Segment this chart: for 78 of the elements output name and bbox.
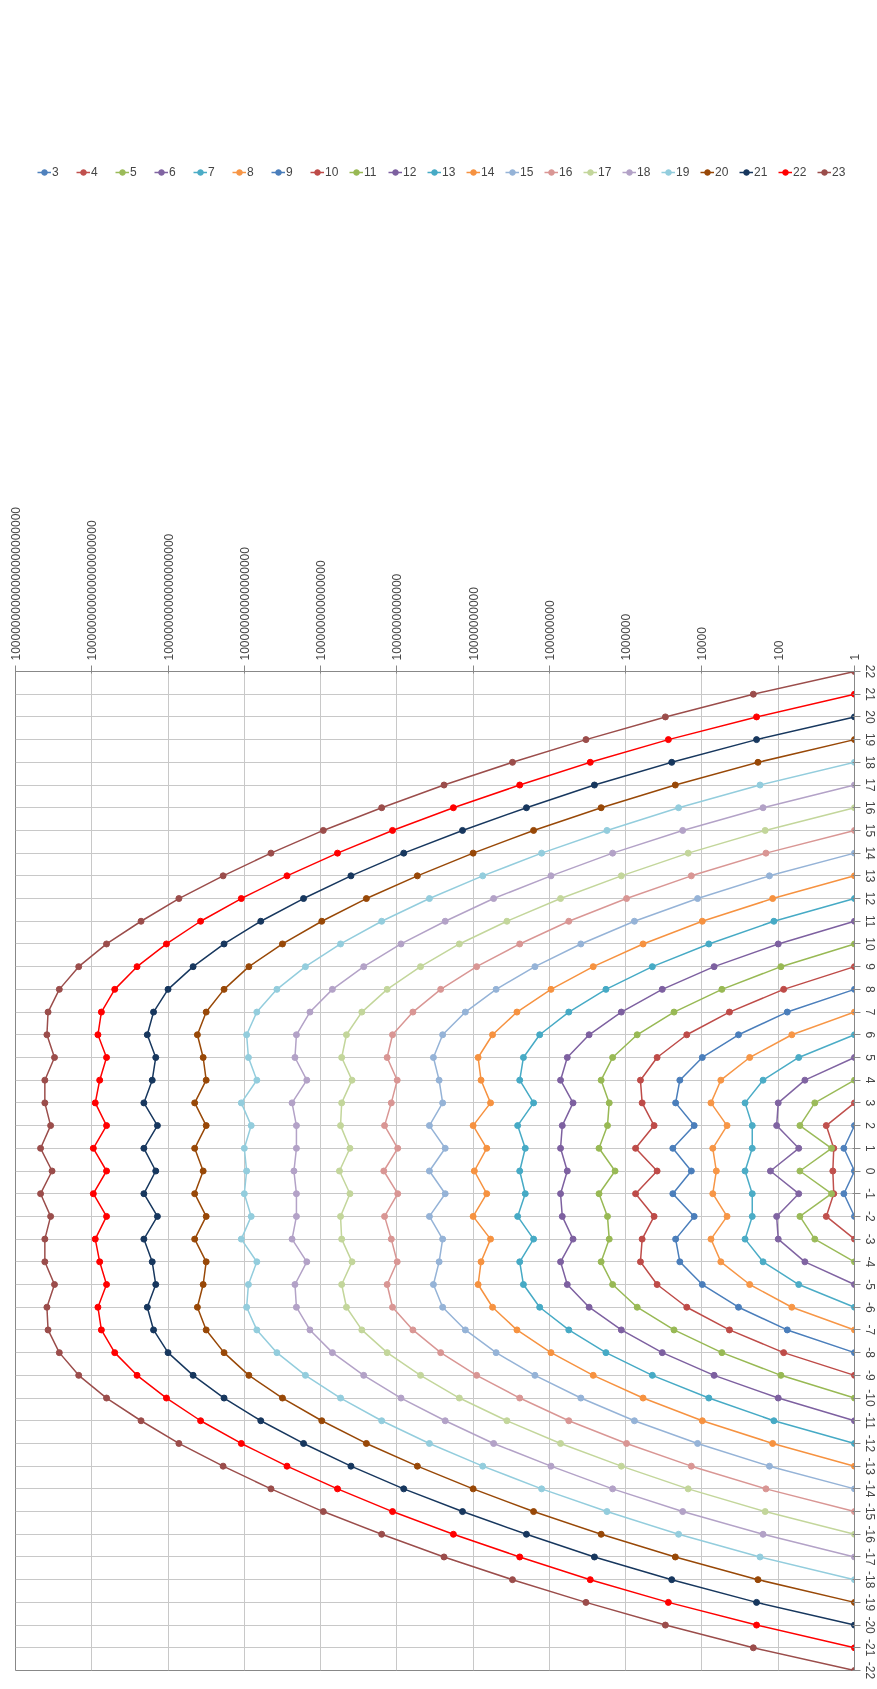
y-tick-label: -7	[862, 1324, 877, 1336]
y-tick-label: 17	[862, 778, 877, 793]
y-tick-label: 10	[862, 937, 877, 951]
y-tick-label: 11	[862, 915, 877, 928]
y-tick-label: 7	[862, 1008, 877, 1016]
y-tick-label: 3	[862, 1099, 877, 1107]
legend-label: 12	[403, 165, 418, 180]
y-tick-label: -3	[862, 1233, 877, 1245]
legend-label: 21	[754, 165, 769, 180]
legend-label: 9	[286, 165, 294, 180]
legend-label: 13	[442, 165, 457, 180]
y-tick-label: 6	[862, 1031, 877, 1039]
x-tick-label: 1000000	[619, 613, 634, 661]
y-tick-label: -8	[862, 1347, 877, 1359]
y-tick-label: -16	[862, 1525, 877, 1544]
y-tick-label: -20	[862, 1616, 877, 1635]
y-tick-label: 8	[862, 986, 877, 994]
legend-label: 5	[130, 165, 138, 180]
y-tick-label: 18	[862, 755, 877, 770]
y-tick-label: 19	[862, 732, 877, 747]
legend-label: 6	[169, 165, 177, 180]
y-tick-label: -22	[862, 1661, 877, 1680]
y-tick-label: 0	[862, 1167, 877, 1175]
y-tick-label: 12	[862, 891, 877, 906]
x-tick-label: 100	[771, 640, 786, 661]
legend-label: 3	[52, 165, 60, 180]
y-tick-label: 20	[862, 710, 877, 724]
legend-label: 15	[520, 165, 535, 180]
y-tick-label: -1	[862, 1188, 877, 1200]
legend-label: 14	[481, 165, 496, 180]
legend-label: 17	[598, 165, 613, 180]
y-tick-label: 15	[862, 823, 877, 838]
y-tick-label: -19	[862, 1593, 877, 1612]
x-tick-label: 10000000000	[466, 586, 481, 661]
x-tick-label: 1	[848, 653, 862, 661]
y-tick-label: -14	[862, 1480, 877, 1498]
y-tick-label: -9	[862, 1370, 877, 1381]
legend-label: 20	[715, 165, 730, 180]
x-tick-label: 10000000000000000	[237, 546, 252, 661]
y-tick-label: 5	[862, 1054, 877, 1062]
y-tick-label: -11	[862, 1412, 877, 1430]
y-tick-label: 21	[862, 687, 877, 702]
y-tick-label: -5	[862, 1279, 877, 1291]
y-tick-label: 2	[862, 1122, 877, 1130]
y-tick-label: -21	[862, 1639, 877, 1657]
y-tick-label: 1	[862, 1144, 877, 1152]
y-tick-label: -13	[862, 1457, 877, 1476]
x-tick-label: 100000000000000000000	[85, 520, 100, 661]
y-tick-label: -6	[862, 1301, 877, 1313]
y-tick-label: -17	[862, 1548, 877, 1566]
y-tick-label: 9	[862, 963, 877, 971]
legend-label: 11	[364, 165, 378, 180]
legend-label: 16	[559, 165, 574, 180]
legend-label: 18	[637, 165, 652, 180]
x-tick-label: 10000	[695, 626, 710, 661]
y-tick-label: -12	[862, 1434, 877, 1453]
legend-label: 7	[208, 165, 216, 180]
x-tick-label: 100000000	[542, 600, 557, 661]
legend-label: 10	[325, 165, 340, 180]
legend-label: 22	[793, 165, 808, 180]
y-tick-label: -10	[862, 1389, 877, 1408]
y-tick-label: -18	[862, 1571, 877, 1589]
legend-label: 4	[91, 165, 99, 180]
y-tick-label: -2	[862, 1211, 877, 1223]
x-tick-label: 100000000000000	[314, 560, 329, 661]
x-tick-label: 10000000000000000000000	[9, 506, 23, 661]
y-tick-label: -4	[862, 1256, 877, 1268]
y-tick-label: 14	[862, 846, 877, 861]
y-tick-label: 4	[862, 1076, 877, 1084]
legend-label: 19	[676, 165, 691, 180]
legend-label: 23	[832, 165, 847, 180]
x-tick-label: 1000000000000000000	[161, 533, 176, 661]
y-tick-label: 13	[862, 869, 877, 883]
legend-label: 8	[247, 165, 255, 180]
y-tick-label: 16	[862, 801, 877, 815]
y-tick-label: -15	[862, 1502, 877, 1521]
x-tick-label: 1000000000000	[390, 573, 405, 661]
y-tick-label: 22	[862, 664, 877, 679]
